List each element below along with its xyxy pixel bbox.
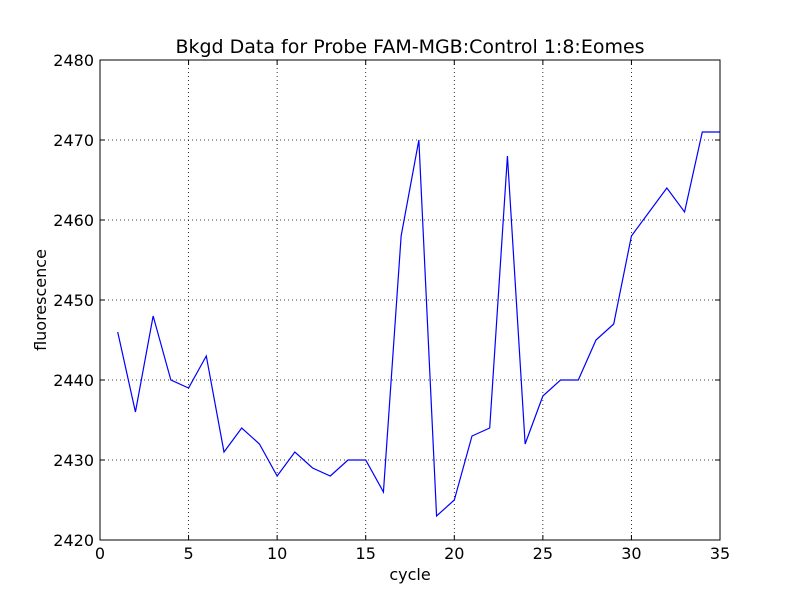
y-tick-label: 2450	[53, 291, 94, 310]
x-tick-label: 10	[267, 544, 287, 563]
axis-ticks: 0 5 10 15 20 25 30 35 2420 2430 2440 2450 2460 2470 24…	[53, 51, 730, 563]
x-tick-label: 20	[444, 544, 464, 563]
y-axis-label: fluorescence	[31, 249, 50, 351]
x-tick-label: 35	[710, 544, 730, 563]
y-tick-label: 2470	[53, 131, 94, 150]
chart-title: Bkgd Data for Probe FAM-MGB:Control 1:8:…	[175, 36, 644, 58]
x-tick-label: 15	[356, 544, 376, 563]
x-axis-label: cycle	[389, 565, 430, 584]
y-tick-label: 2440	[53, 371, 94, 390]
x-tick-label: 25	[533, 544, 553, 563]
x-tick-label: 30	[621, 544, 641, 563]
fluorescence-series-line	[117, 131, 720, 518]
y-tick-label: 2430	[53, 451, 94, 470]
y-tick-label: 2420	[53, 531, 94, 550]
x-tick-label: 0	[95, 544, 105, 563]
y-tick-label: 2460	[53, 211, 94, 230]
x-tick-label: 5	[183, 544, 193, 563]
y-tick-label: 2480	[53, 51, 94, 70]
grid-lines	[99, 59, 721, 541]
series-layer	[117, 131, 720, 518]
